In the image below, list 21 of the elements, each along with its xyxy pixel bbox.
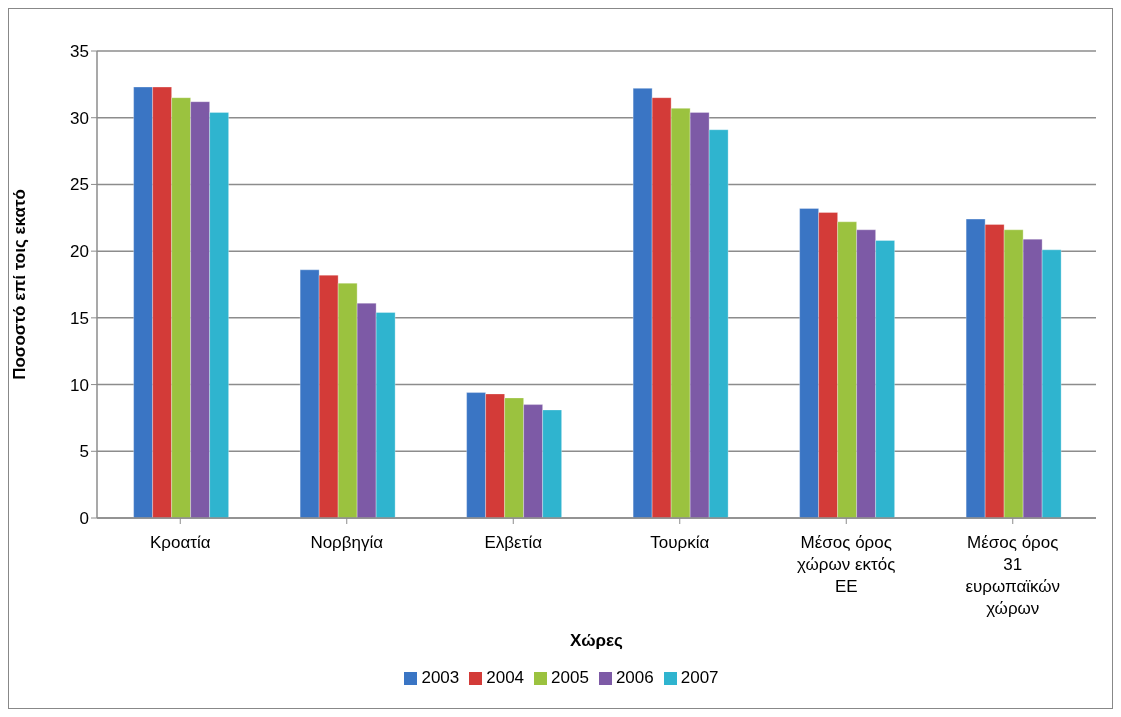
y-tick-label: 15 xyxy=(70,308,89,328)
x-tick-label: Τουρκία xyxy=(650,533,710,552)
x-axis-title: Χώρες xyxy=(570,631,624,650)
x-tick-label: Μέσος όρος 31 ευρωπαϊκών χώρων xyxy=(965,533,1061,618)
y-tick-label: 30 xyxy=(70,108,89,128)
legend-label: 2007 xyxy=(680,668,719,687)
y-tick-label: 5 xyxy=(79,442,89,462)
legend-label: 2005 xyxy=(551,668,589,687)
legend-label: 2003 xyxy=(421,668,460,687)
legend-label: 2006 xyxy=(615,668,654,687)
y-tick-label: 20 xyxy=(70,242,89,262)
y-tick-label: 0 xyxy=(79,509,89,529)
x-tick-label: Μέσος όρος χώρων εκτός ΕΕ xyxy=(797,533,896,596)
y-tick-label: 35 xyxy=(70,42,89,62)
x-tick-label: Ελβετία xyxy=(484,533,543,552)
y-tick-label: 25 xyxy=(70,175,89,195)
x-tick-label: Νορβηγία xyxy=(310,533,384,552)
x-tick-label: Κροατία xyxy=(149,533,211,552)
y-tick-label: 10 xyxy=(70,375,89,395)
y-axis-title: Ποσοστό επί τοις εκατό xyxy=(10,189,30,380)
legend-label: 2004 xyxy=(486,668,525,687)
